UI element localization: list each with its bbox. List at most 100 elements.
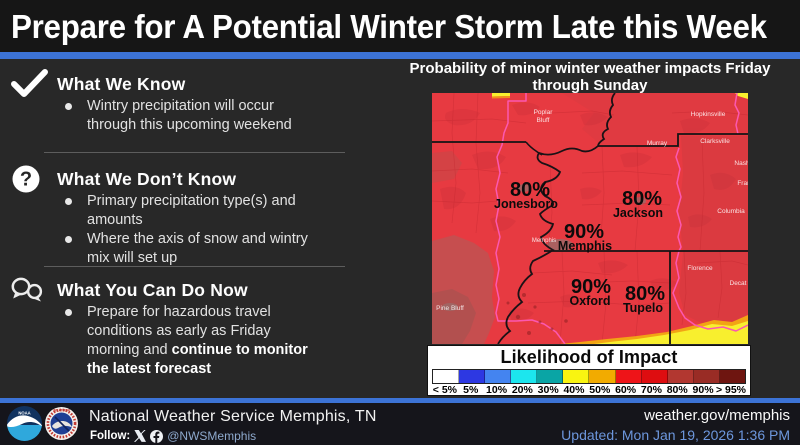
list-item: Wintry precipitation will occur through … [65,97,319,135]
mississippi-river [497,93,616,344]
emphasis-text: continue to monitor the latest forecast [87,342,308,377]
urban-patches [442,184,646,311]
impact-city: Memphis [558,239,612,253]
divider [44,266,345,267]
legend-label: 5% [463,384,479,396]
noaa-logo: NOAA [7,406,42,441]
legend-label: 10% [486,384,508,396]
impact-city: Jonesboro [494,197,558,211]
map-title: Probability of minor winter weather impa… [400,60,780,94]
yellow-band [594,321,748,344]
impact-pct: 90% [564,221,604,243]
town-label: Clarksville [700,138,730,145]
legend-swatch [563,370,590,383]
check-icon [11,68,48,103]
town-label: Memphis [532,238,556,244]
legend-label: < 5% [432,384,458,396]
legend-swatch [459,370,486,383]
updated-timestamp: Updated: Mon Jan 19, 2026 1:36 PM [561,427,790,443]
dim-north [562,93,748,144]
footer-bar: NOAA WEATHER National Weather Service Me… [0,403,800,445]
muted-corner [432,289,476,344]
bullet-text: Primary precipitation type(s) and amount… [87,193,296,228]
legend-label: 90% [692,384,714,396]
legend-swatch [615,370,642,383]
section-heading-do-now: What You Can Do Now [57,280,248,300]
impact-pct: 80% [622,188,662,210]
footer-follow: Follow: @NWSMemphis [90,429,256,443]
legend-title: Likelihood of Impact [500,347,678,367]
impact-labels: 80% Jonesboro 80% Jackson 90% Memphis 90… [494,179,665,315]
state-borders [432,133,748,344]
bullet-text: Prepare for hazardous travel conditions … [87,304,271,358]
terrain-shading [440,102,736,322]
legend-label: 30% [537,384,559,396]
follow-label: Follow: [90,430,131,442]
footer-org-name: National Weather Service Memphis, TN [89,408,377,425]
header-bar: Prepare for A Potential Winter Storm Lat… [0,0,800,52]
impact-pct: 90% [571,276,611,298]
info-panel: What We Know Wintry precipitation will o… [0,0,420,398]
town-label: Columbia [717,208,745,215]
legend-label: 60% [615,384,637,396]
facebook-icon[interactable] [150,429,164,443]
svg-text:NOAA: NOAA [18,411,30,416]
town-label: Bluff [537,117,550,124]
map-title-line2: through Sunday [532,76,648,94]
legend-label: 50% [589,384,611,396]
impact-pct: 80% [510,179,550,201]
town-label: Pine Bluff [436,305,464,312]
list-item: Primary precipitation type(s) and amount… [65,192,333,230]
x-icon[interactable] [134,430,147,442]
legend-swatch [641,370,668,383]
town-label: Florence [687,265,713,272]
legend-swatch [719,370,745,383]
svg-text:?: ? [20,169,32,191]
legend-swatch [667,370,694,383]
question-icon: ? [12,165,40,198]
legend-labels: < 5% 5% 10% 20% 30% 40% 50% 60% 70% 80% … [432,384,746,396]
map-title-line1: Probability of minor winter weather impa… [409,60,771,77]
legend-label: 40% [563,384,585,396]
legend-swatch [589,370,616,383]
bullet-text: Where the axis of snow and wintry mix wi… [87,231,308,266]
town-labels: Poplar Bluff Hopkinsville Murray Clarksv… [436,109,748,312]
footer-accent-stripe [0,398,800,403]
legend-swatch [485,370,512,383]
impact-city: Oxford [570,294,611,308]
list-item: Prepare for hazardous travel conditions … [65,303,321,379]
town-label: Decat [730,280,747,287]
town-label: Hopkinsville [691,111,726,118]
town-label: Fran [737,180,748,187]
header-accent-stripe [0,52,800,59]
probability-map: 80% Jonesboro 80% Jackson 90% Memphis 90… [432,93,748,344]
legend-label: > 95% [715,384,747,396]
legend-swatch [537,370,564,383]
page-title: Prepare for A Potential Winter Storm Lat… [11,8,767,45]
section-heading-dont-know: What We Don’t Know [57,169,237,189]
bullet-list-know: Wintry precipitation will occur through … [65,97,319,135]
impact-city: Tupelo [623,301,663,315]
town-label: Poplar [534,109,554,116]
social-handle[interactable]: @NWSMemphis [167,429,257,443]
cwa-border [495,93,748,344]
impact-city: Jackson [613,206,663,220]
legend-swatch [511,370,538,383]
legend-swatch [693,370,720,383]
high-probability-speckles [506,293,568,335]
svg-text:WEATHER: WEATHER [53,409,70,413]
bullet-list-do-now: Prepare for hazardous travel conditions … [65,303,321,379]
legend-label: 20% [511,384,533,396]
footer-right: weather.gov/memphis Updated: Mon Jan 19,… [561,407,790,443]
bullet-list-dont-know: Primary precipitation type(s) and amount… [65,192,333,268]
map-legend: Likelihood of Impact < 5% 5% 10% 20% 30%… [427,345,751,396]
dim-east [679,136,748,325]
list-item: Where the axis of snow and wintry mix wi… [65,230,333,268]
section-heading-know: What We Know [57,74,186,94]
impact-pct: 80% [625,283,665,305]
chat-icon [10,277,44,308]
legend-swatch [433,370,460,383]
website-url[interactable]: weather.gov/memphis [644,407,790,424]
legend-label: 80% [666,384,688,396]
